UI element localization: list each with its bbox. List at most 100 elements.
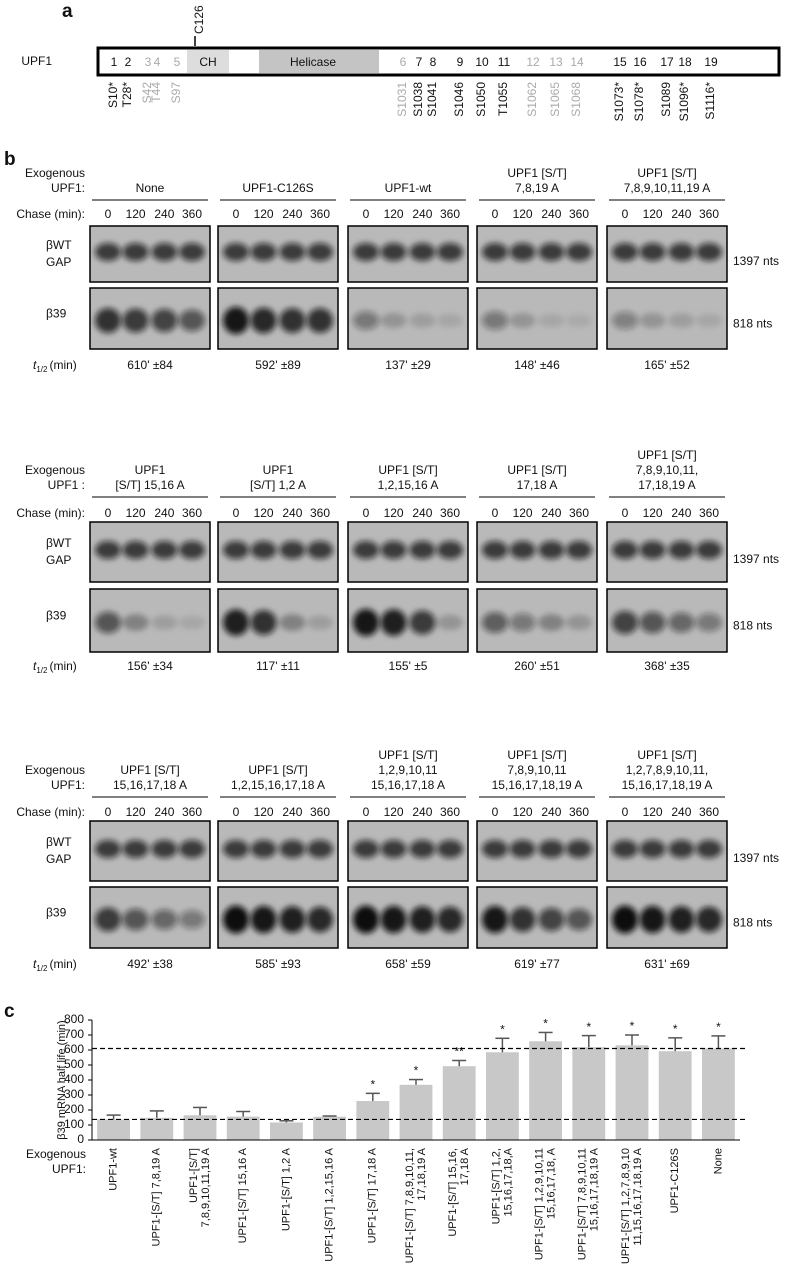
gel-label: β39: [46, 307, 67, 321]
gel-band: [95, 308, 121, 333]
chase-label: Chase (min):: [16, 506, 85, 520]
t-sub: 1/2: [36, 365, 48, 374]
significance: *: [543, 1017, 548, 1031]
gel-frame: [89, 521, 211, 583]
panel-label: c: [4, 1001, 15, 1022]
site-number: 9: [457, 55, 464, 69]
lane-label: 0: [105, 207, 112, 221]
site-number: 10: [475, 55, 489, 69]
lane-label: 360: [569, 805, 589, 819]
lane-label: 120: [384, 805, 404, 819]
lane-label: 360: [182, 207, 202, 221]
panel-label: a: [62, 1, 73, 22]
lane-label: 240: [282, 805, 302, 819]
lane-label: 120: [643, 207, 663, 221]
gel-band: [353, 541, 379, 559]
gel-band: [538, 541, 565, 559]
gel-band: [353, 840, 379, 858]
lane-label: 0: [105, 506, 112, 520]
x-tick-label: 7,8,9,10,11,19 A: [200, 1147, 212, 1227]
size-label: 818 nts: [733, 619, 772, 633]
lane-label: 360: [569, 506, 589, 520]
y-tick-label: 100: [64, 1117, 84, 1131]
half-life: 155' ±5: [389, 659, 428, 673]
condition-label: 1,2,9,10,11: [378, 763, 437, 777]
x-tick-label: UPF1-[S/T] 15,16,: [447, 1148, 459, 1237]
exogenous-label: Exogenous: [25, 763, 85, 777]
site-name: S1096*: [677, 82, 691, 122]
half-life: 260' ±51: [514, 659, 560, 673]
gel-band: [307, 906, 333, 933]
gel-band: [696, 243, 722, 261]
gel-band: [95, 243, 121, 261]
site-name: T28*: [120, 82, 134, 108]
site-number: 6: [400, 55, 407, 69]
condition-label: 7,8,9,10,11,19 A: [624, 181, 711, 195]
half-life: 592' ±89: [255, 358, 301, 372]
t-unit: (min): [49, 358, 76, 372]
bar: [356, 1101, 390, 1140]
gel-band: [437, 840, 463, 858]
gel-band: [151, 308, 178, 333]
gel-band: [151, 541, 178, 559]
protein-name: UPF1: [21, 54, 52, 68]
gel-band: [639, 840, 666, 858]
y-tick-label: 700: [64, 1027, 84, 1041]
gel-band: [409, 906, 436, 933]
t-label: t1/2 (min): [33, 957, 77, 973]
lane-label: 360: [699, 805, 719, 819]
gel-band: [151, 909, 178, 930]
gel-band: [566, 243, 592, 261]
site-number: 5: [174, 55, 181, 69]
gel-band: [307, 541, 333, 559]
site-name: S1046: [452, 82, 466, 117]
condition-label: 15,16,17,18,19 A: [622, 778, 713, 792]
bar: [442, 1066, 476, 1140]
x-tick-label: 17,18,19 A: [416, 1147, 428, 1200]
site-number: 11: [498, 55, 511, 69]
site-name: S1031: [395, 82, 409, 117]
x-tick-label: UPF1-[S/T] 17,18 A: [367, 1147, 379, 1243]
gel-label: βWT: [46, 536, 72, 550]
condition-label: 15,16,17,18 A: [113, 778, 187, 792]
helicase-domain: [259, 50, 379, 73]
y-tick-label: 500: [64, 1057, 84, 1071]
lane-label: 240: [282, 506, 302, 520]
lane-label: 360: [310, 207, 330, 221]
x-tick-label: UPF1-[S/T] 1,2,9,10,11: [534, 1148, 546, 1260]
gel-frame: [217, 287, 339, 350]
gel-frame: [89, 287, 211, 350]
site-name: S1065: [548, 82, 562, 117]
lane-label: 240: [412, 805, 432, 819]
lane-label: 120: [254, 207, 274, 221]
lane-label: 120: [254, 506, 274, 520]
gel-frame: [476, 287, 598, 350]
lane-label: 240: [541, 805, 561, 819]
gel-band: [380, 840, 407, 858]
lane-label: 360: [182, 805, 202, 819]
gel-band: [179, 615, 205, 630]
condition-label: 1,2,15,16,17,18 A: [231, 778, 325, 792]
gel-band: [538, 907, 565, 932]
lane-label: 120: [384, 207, 404, 221]
gel-band: [409, 243, 436, 261]
condition-label: UPF1 [S/T]: [637, 748, 696, 762]
half-life: 156' ±34: [127, 659, 173, 673]
condition-label: 1,2,15,16 A: [378, 478, 439, 492]
t: t: [33, 957, 37, 971]
condition-label: UPF1 [S/T]: [507, 463, 566, 477]
gel-frame: [89, 820, 211, 882]
x-tick-label: 15,16,17,18,19 A: [589, 1147, 601, 1231]
gel-label: βWT: [46, 238, 72, 252]
site-name: T44: [149, 82, 163, 103]
gel-band: [223, 905, 249, 934]
gel-band: [353, 905, 379, 934]
size-label: 818 nts: [733, 317, 772, 331]
bar: [485, 1052, 519, 1140]
y-tick-label: 0: [77, 1132, 84, 1146]
lane-label: 360: [310, 805, 330, 819]
lane-label: 120: [384, 506, 404, 520]
x-tick-label: 15,16,17,18, A: [546, 1147, 558, 1219]
half-life: 619' ±77: [514, 957, 560, 971]
x-tick-label: UPF1-[S/T] 15,16 A: [237, 1147, 249, 1243]
